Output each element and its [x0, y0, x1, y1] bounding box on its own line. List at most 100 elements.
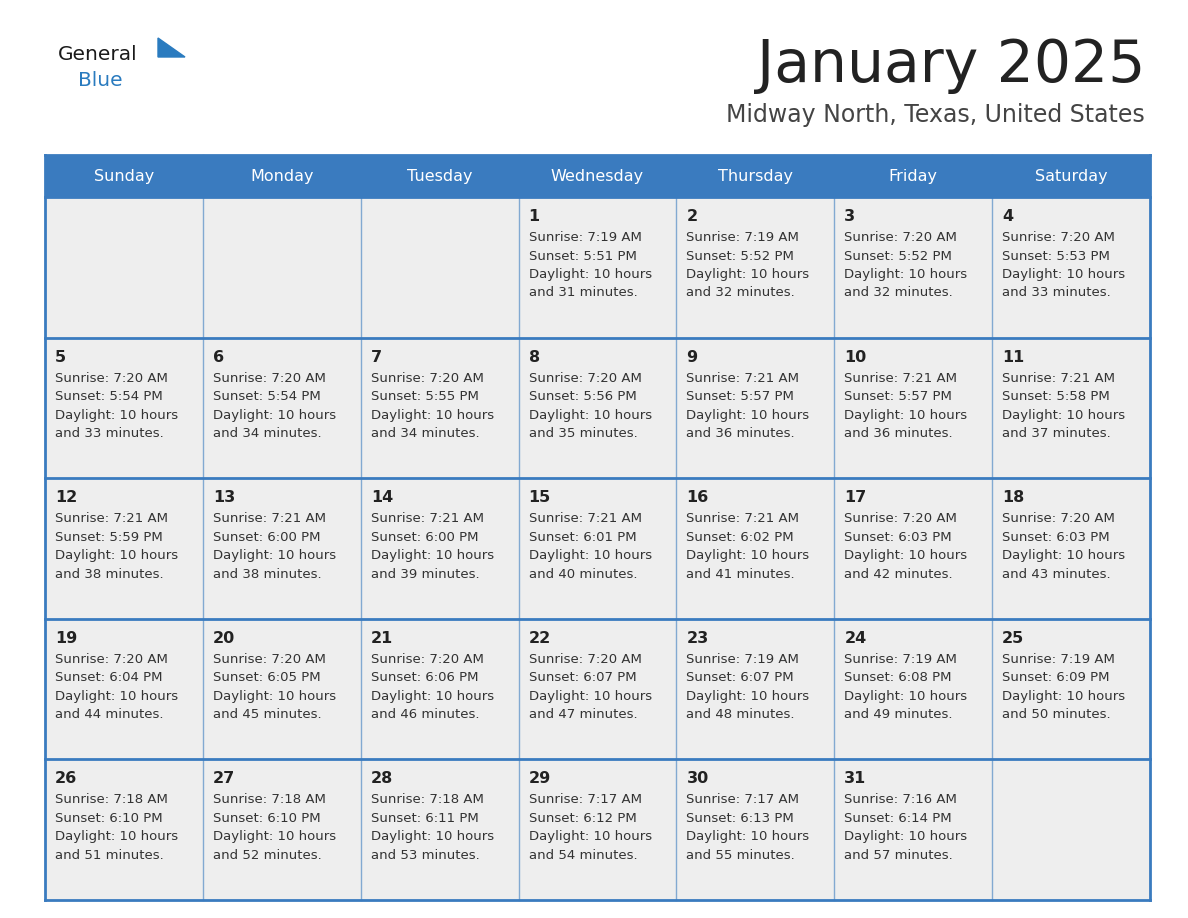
Text: Sunrise: 7:19 AM: Sunrise: 7:19 AM — [687, 653, 800, 666]
Text: Sunset: 6:06 PM: Sunset: 6:06 PM — [371, 671, 479, 684]
Bar — [519, 338, 676, 478]
Text: Tuesday: Tuesday — [407, 169, 473, 184]
Bar — [834, 338, 992, 478]
Text: Sunset: 5:57 PM: Sunset: 5:57 PM — [687, 390, 795, 403]
Text: Sunrise: 7:18 AM: Sunrise: 7:18 AM — [213, 793, 326, 806]
Text: Daylight: 10 hours: Daylight: 10 hours — [529, 549, 652, 562]
Text: 12: 12 — [55, 490, 77, 505]
Text: and 36 minutes.: and 36 minutes. — [687, 427, 795, 440]
Text: and 49 minutes.: and 49 minutes. — [845, 709, 953, 722]
Bar — [519, 619, 676, 759]
Text: Daylight: 10 hours: Daylight: 10 hours — [529, 409, 652, 421]
Text: Sunday: Sunday — [94, 169, 154, 184]
Bar — [361, 155, 519, 197]
Text: Daylight: 10 hours: Daylight: 10 hours — [845, 689, 967, 703]
Text: Sunset: 6:00 PM: Sunset: 6:00 PM — [213, 531, 321, 543]
Bar — [203, 478, 361, 619]
Text: 20: 20 — [213, 631, 235, 645]
Text: Daylight: 10 hours: Daylight: 10 hours — [213, 409, 336, 421]
Bar — [834, 619, 992, 759]
Text: Sunset: 6:00 PM: Sunset: 6:00 PM — [371, 531, 479, 543]
Text: 19: 19 — [55, 631, 77, 645]
Text: Daylight: 10 hours: Daylight: 10 hours — [1003, 689, 1125, 703]
Bar — [45, 478, 203, 619]
Text: and 36 minutes.: and 36 minutes. — [845, 427, 953, 440]
Text: Sunrise: 7:20 AM: Sunrise: 7:20 AM — [55, 372, 168, 385]
Text: 14: 14 — [371, 490, 393, 505]
Bar — [203, 619, 361, 759]
Polygon shape — [158, 38, 185, 57]
Text: 11: 11 — [1003, 350, 1024, 364]
Text: Daylight: 10 hours: Daylight: 10 hours — [213, 549, 336, 562]
Text: Sunrise: 7:21 AM: Sunrise: 7:21 AM — [1003, 372, 1116, 385]
Text: Sunrise: 7:20 AM: Sunrise: 7:20 AM — [845, 512, 958, 525]
Text: Sunrise: 7:20 AM: Sunrise: 7:20 AM — [529, 653, 642, 666]
Text: 17: 17 — [845, 490, 866, 505]
Text: Sunrise: 7:21 AM: Sunrise: 7:21 AM — [845, 372, 958, 385]
Bar — [519, 155, 676, 197]
Bar — [834, 478, 992, 619]
Bar — [361, 759, 519, 900]
Text: Sunrise: 7:20 AM: Sunrise: 7:20 AM — [213, 653, 326, 666]
Text: and 40 minutes.: and 40 minutes. — [529, 567, 637, 581]
Text: 18: 18 — [1003, 490, 1024, 505]
Text: 2: 2 — [687, 209, 697, 224]
Text: Sunrise: 7:19 AM: Sunrise: 7:19 AM — [687, 231, 800, 244]
Bar — [519, 478, 676, 619]
Bar — [45, 155, 203, 197]
Text: Sunrise: 7:21 AM: Sunrise: 7:21 AM — [371, 512, 484, 525]
Text: Sunrise: 7:20 AM: Sunrise: 7:20 AM — [213, 372, 326, 385]
Text: and 51 minutes.: and 51 minutes. — [55, 849, 164, 862]
Text: Daylight: 10 hours: Daylight: 10 hours — [845, 268, 967, 281]
Text: 6: 6 — [213, 350, 225, 364]
Text: Monday: Monday — [249, 169, 314, 184]
Text: Sunrise: 7:16 AM: Sunrise: 7:16 AM — [845, 793, 958, 806]
Text: and 35 minutes.: and 35 minutes. — [529, 427, 637, 440]
Text: Daylight: 10 hours: Daylight: 10 hours — [687, 549, 809, 562]
Text: Sunset: 6:13 PM: Sunset: 6:13 PM — [687, 812, 795, 825]
Text: and 37 minutes.: and 37 minutes. — [1003, 427, 1111, 440]
Text: Sunset: 5:54 PM: Sunset: 5:54 PM — [213, 390, 321, 403]
Text: Daylight: 10 hours: Daylight: 10 hours — [687, 831, 809, 844]
Text: Sunrise: 7:20 AM: Sunrise: 7:20 AM — [1003, 231, 1116, 244]
Text: Sunset: 6:07 PM: Sunset: 6:07 PM — [529, 671, 637, 684]
Text: 26: 26 — [55, 771, 77, 787]
Text: and 32 minutes.: and 32 minutes. — [845, 286, 953, 299]
Bar — [992, 155, 1150, 197]
Bar — [834, 759, 992, 900]
Text: 5: 5 — [55, 350, 67, 364]
Text: 8: 8 — [529, 350, 539, 364]
Bar — [992, 197, 1150, 338]
Text: Sunrise: 7:21 AM: Sunrise: 7:21 AM — [687, 512, 800, 525]
Text: Friday: Friday — [889, 169, 937, 184]
Bar — [992, 338, 1150, 478]
Text: Sunrise: 7:21 AM: Sunrise: 7:21 AM — [529, 512, 642, 525]
Text: and 48 minutes.: and 48 minutes. — [687, 709, 795, 722]
Text: Daylight: 10 hours: Daylight: 10 hours — [371, 831, 494, 844]
Text: Daylight: 10 hours: Daylight: 10 hours — [371, 549, 494, 562]
Text: 15: 15 — [529, 490, 551, 505]
Text: General: General — [58, 46, 138, 64]
Text: Sunset: 6:11 PM: Sunset: 6:11 PM — [371, 812, 479, 825]
Bar — [676, 338, 834, 478]
Text: Sunset: 5:59 PM: Sunset: 5:59 PM — [55, 531, 163, 543]
Bar — [361, 619, 519, 759]
Text: Daylight: 10 hours: Daylight: 10 hours — [213, 831, 336, 844]
Text: Sunrise: 7:17 AM: Sunrise: 7:17 AM — [529, 793, 642, 806]
Text: Sunrise: 7:20 AM: Sunrise: 7:20 AM — [529, 372, 642, 385]
Text: and 38 minutes.: and 38 minutes. — [213, 567, 322, 581]
Text: Daylight: 10 hours: Daylight: 10 hours — [1003, 409, 1125, 421]
Text: and 54 minutes.: and 54 minutes. — [529, 849, 637, 862]
Text: Sunset: 5:58 PM: Sunset: 5:58 PM — [1003, 390, 1110, 403]
Text: January 2025: January 2025 — [757, 37, 1145, 94]
Text: and 52 minutes.: and 52 minutes. — [213, 849, 322, 862]
Text: and 38 minutes.: and 38 minutes. — [55, 567, 164, 581]
Bar — [834, 155, 992, 197]
Text: Sunrise: 7:18 AM: Sunrise: 7:18 AM — [371, 793, 484, 806]
Text: Sunset: 6:09 PM: Sunset: 6:09 PM — [1003, 671, 1110, 684]
Text: Sunset: 6:04 PM: Sunset: 6:04 PM — [55, 671, 163, 684]
Text: Sunset: 6:08 PM: Sunset: 6:08 PM — [845, 671, 952, 684]
Text: Daylight: 10 hours: Daylight: 10 hours — [529, 268, 652, 281]
Text: Sunset: 5:57 PM: Sunset: 5:57 PM — [845, 390, 952, 403]
Text: Daylight: 10 hours: Daylight: 10 hours — [371, 409, 494, 421]
